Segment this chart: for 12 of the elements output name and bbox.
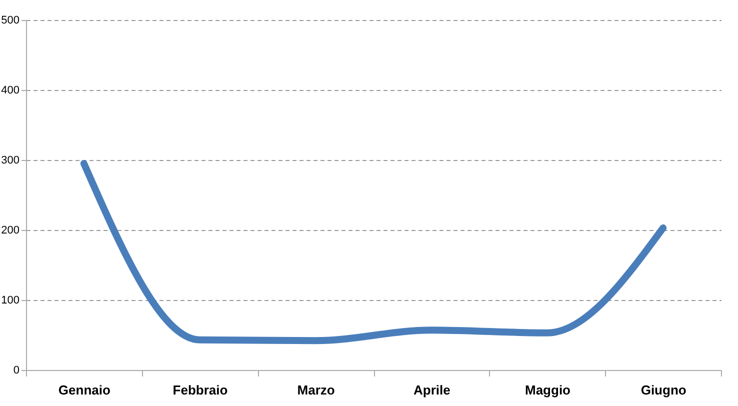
- y-tick-label: 500: [1, 14, 20, 26]
- x-tick-label: Febbraio: [172, 382, 228, 398]
- y-tick-label: 200: [1, 224, 20, 236]
- y-tick-label: 100: [1, 294, 20, 306]
- y-tick-label: 300: [1, 154, 20, 166]
- y-tick-label: 400: [1, 84, 20, 96]
- x-tick-label: Gennaio: [58, 382, 110, 398]
- x-tick-label: Aprile: [413, 382, 450, 398]
- x-tick-label: Giugno: [640, 382, 686, 398]
- x-tick-label: Maggio: [525, 382, 571, 398]
- x-tick-label: Marzo: [297, 382, 335, 398]
- y-tick-label: 0: [13, 364, 20, 376]
